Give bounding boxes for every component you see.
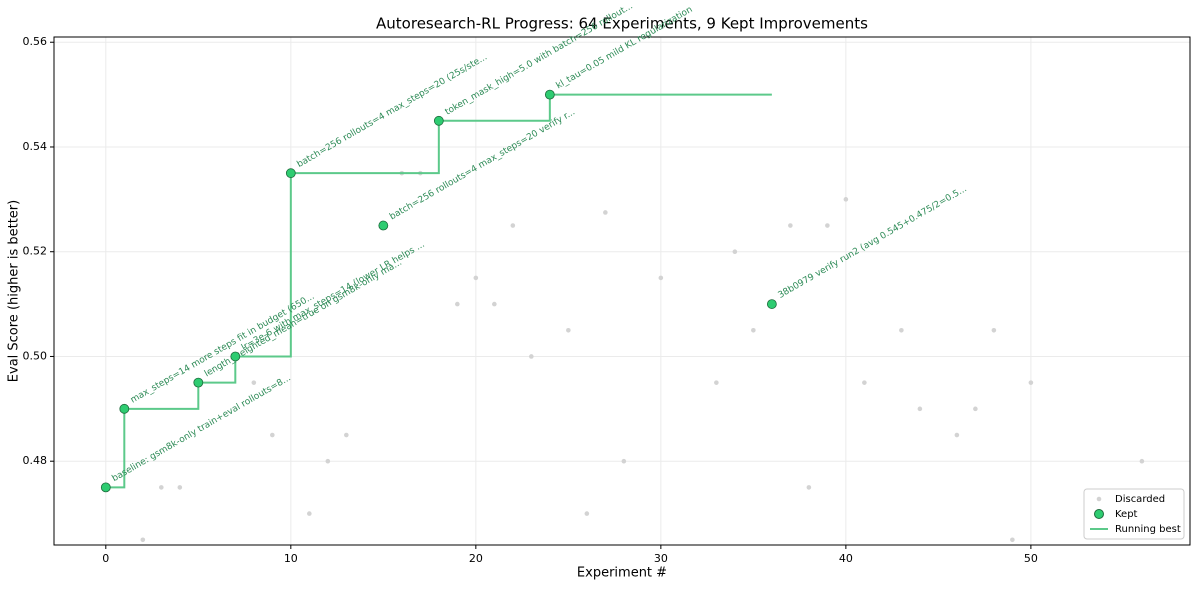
discarded-point [899,327,904,333]
x-tick-label: 30 [654,552,668,565]
discarded-point [251,380,257,385]
x-axis-label: Experiment # [577,566,667,581]
y-tick-label: 0.56 [23,35,48,48]
discarded-point [566,327,571,333]
point-annotation: batch=256 rollouts=4 max_steps=20 verify… [388,107,577,222]
discarded-point [473,275,479,281]
discarded-point [954,432,960,438]
running-best-line [105,93,772,489]
discarded-point [344,432,349,438]
kept-point [544,89,555,100]
discarded-point [325,458,331,464]
y-tick-label: 0.50 [23,349,48,362]
legend-label: Running best [1115,524,1181,535]
discarded-point [1139,458,1145,464]
y-axis-label: Eval Score (higher is better) [7,200,22,382]
legend-swatch [1096,496,1102,502]
discarded-point [510,223,516,228]
kept-point [230,351,241,362]
discarded-point [825,223,830,228]
legend-box [1083,488,1185,540]
kept-point [766,299,777,309]
x-tick-label: 0 [102,552,109,565]
discarded-point [159,485,164,490]
x-tick-label: 10 [284,552,298,565]
plot-frame [53,36,1191,546]
discarded-point [991,327,997,333]
point-annotation: 38b0979 verify run2 (avg 0.545+0.475/2=0… [777,184,969,301]
discarded-point [492,301,497,307]
x-tick-label: 20 [469,552,483,565]
kept-point [100,482,111,493]
discarded-point [732,249,738,255]
discarded-point [788,223,793,228]
discarded-point [621,458,627,464]
discarded-point [270,432,275,438]
discarded-point [1028,380,1034,385]
discarded-point [862,380,867,385]
point-annotation: batch=256 rollouts=4 max_steps=20 (25s/s… [296,52,490,170]
discarded-point [584,511,590,516]
discarded-point [714,380,719,385]
y-tick-label: 0.54 [23,140,48,153]
discarded-point [843,197,849,202]
discarded-point [973,406,978,412]
discarded-point [140,537,146,543]
discarded-point [529,354,534,359]
x-tick-label: 50 [1024,552,1038,565]
chart-title: Autoresearch-RL Progress: 64 Experiments… [376,15,868,33]
discarded-point [917,406,923,412]
legend-label: Discarded [1115,494,1165,505]
kept-point [119,403,130,414]
legend-label: Kept [1115,509,1138,520]
legend-swatch [1094,509,1104,519]
kept-point [378,220,389,231]
kept-point [285,168,296,179]
discarded-point [1010,537,1015,543]
discarded-point [658,275,664,281]
y-tick-label: 0.48 [23,454,48,467]
kept-point [433,115,444,126]
kept-point [193,377,204,388]
point-annotation: max_steps=14 more steps fit in budget (6… [129,292,316,406]
discarded-point [751,327,756,333]
discarded-point [307,511,312,516]
discarded-point [806,485,812,490]
discarded-point [177,485,183,490]
y-tick-label: 0.52 [23,245,48,258]
point-annotation: lr=3e-6 with max_steps=14 (lower LR help… [240,240,427,353]
point-annotation: baseline: gsm8k-only train+eval rollouts… [111,373,293,484]
discarded-point [603,210,608,215]
x-tick-label: 40 [839,552,853,565]
discarded-point [455,301,460,307]
